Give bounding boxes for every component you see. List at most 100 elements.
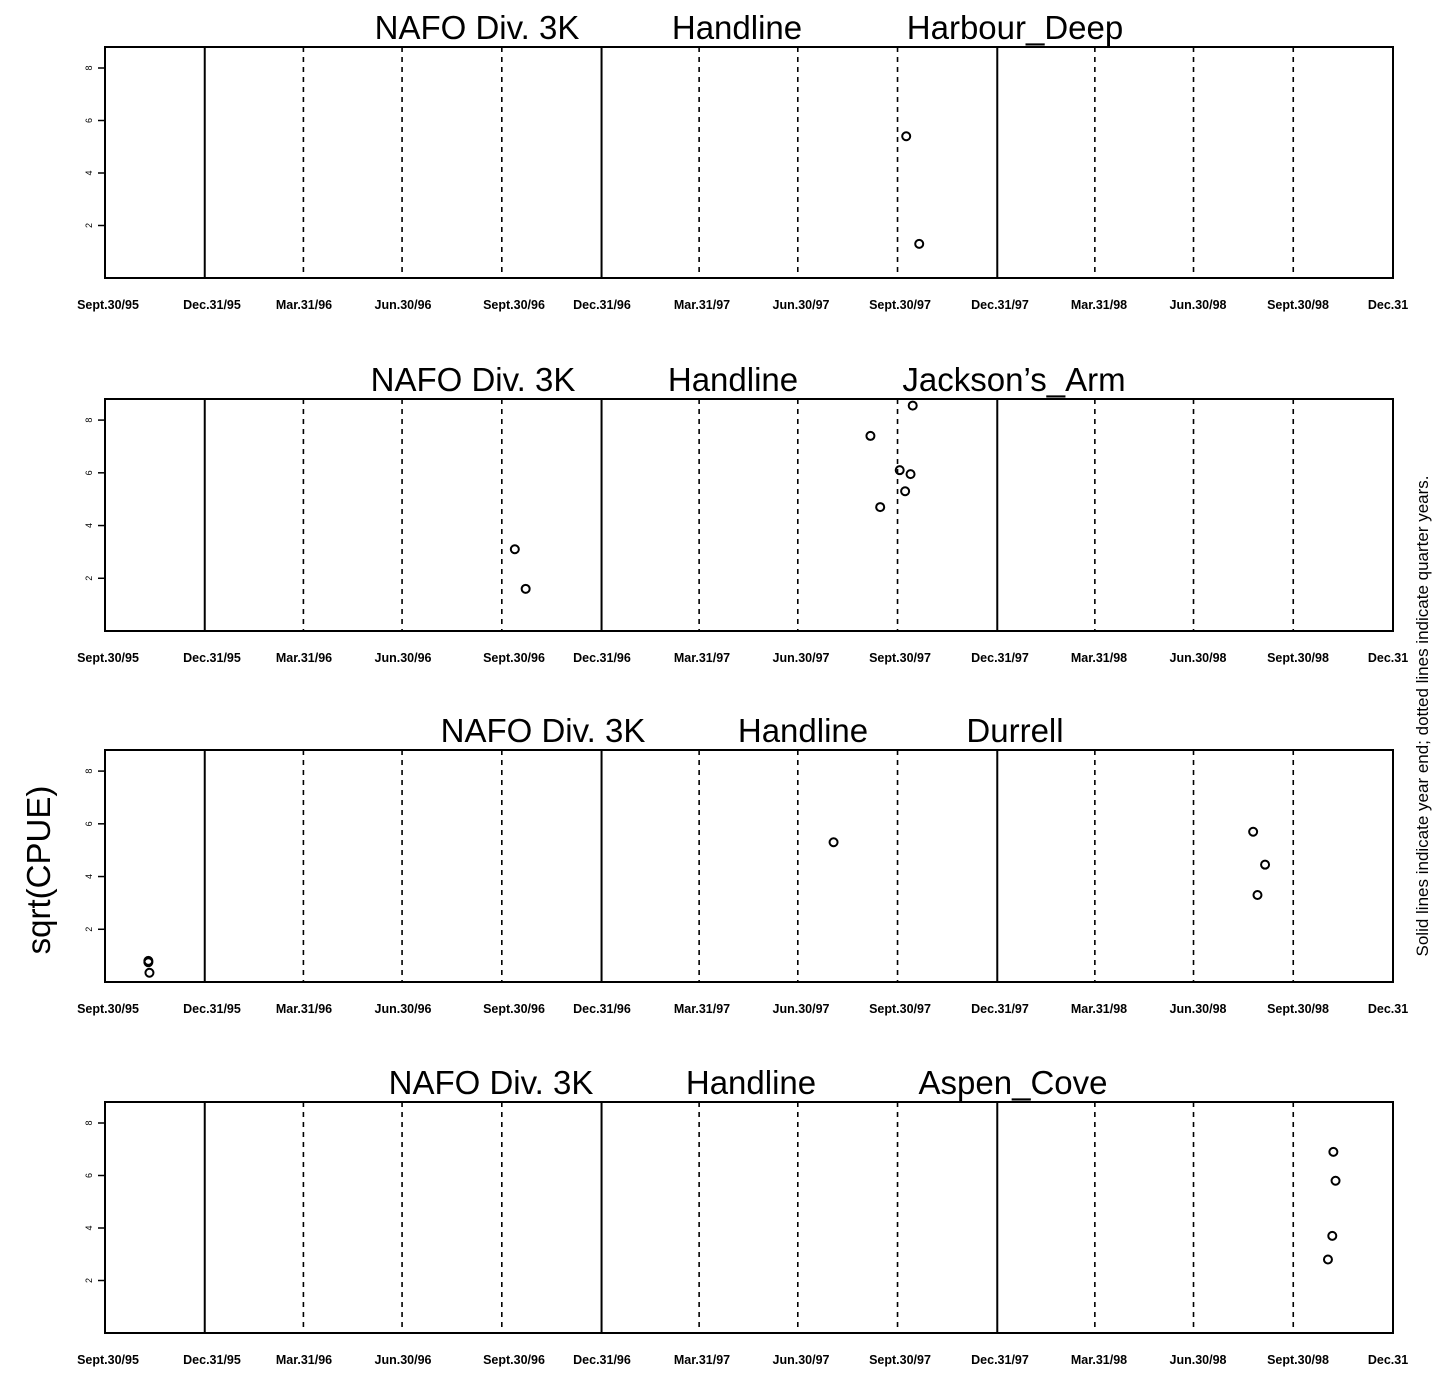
y-tick-label: 4: [84, 523, 94, 528]
y-tick-label: 2: [84, 1278, 94, 1283]
x-tick-label: Mar.31/98: [1071, 1353, 1127, 1367]
data-point: [905, 469, 916, 480]
data-point: [828, 837, 839, 848]
panel-title-part: Jackson’s_Arm: [902, 361, 1125, 398]
x-tick-label: Sept.30/97: [869, 1002, 931, 1016]
panel-title-part: Handline: [672, 9, 802, 46]
panel-frame: [104, 749, 1394, 983]
x-tick-label: Dec.31: [1368, 1353, 1408, 1367]
x-tick-label: Dec.31: [1368, 1002, 1408, 1016]
side-note: Solid lines indicate year end; dotted li…: [1413, 475, 1432, 956]
x-tick-label: Dec.31/95: [183, 1353, 241, 1367]
data-point: [1252, 890, 1263, 900]
x-tick-label: Sept.30/98: [1267, 651, 1329, 665]
data-point: [1260, 859, 1271, 870]
x-tick-label: Sept.30/98: [1267, 1353, 1329, 1367]
y-tick-label: 2: [84, 927, 94, 932]
data-point: [914, 238, 925, 249]
x-tick-label: Jun.30/97: [773, 1353, 830, 1367]
y-tick-label: 8: [84, 65, 94, 70]
y-tick-label: 2: [84, 223, 94, 228]
x-tick-label: Sept.30/98: [1267, 298, 1329, 312]
data-point: [875, 502, 886, 513]
data-point: [907, 400, 918, 411]
x-tick-label: Jun.30/96: [375, 298, 432, 312]
panel-title-part: Handline: [686, 1064, 816, 1101]
x-tick-label: Mar.31/97: [674, 298, 730, 312]
panel-frame: [104, 46, 1394, 279]
data-point: [144, 967, 155, 978]
y-axis-label: sqrt(CPUE): [20, 786, 57, 955]
panel-title-part: Aspen_Cove: [919, 1064, 1108, 1101]
x-tick-label: Jun.30/96: [375, 1002, 432, 1016]
x-tick-label: Mar.31/97: [674, 1002, 730, 1016]
x-tick-label: Sept.30/97: [869, 298, 931, 312]
data-point: [1248, 826, 1259, 837]
panel-title-part: NAFO Div. 3K: [371, 361, 576, 398]
data-point: [143, 955, 154, 966]
y-tick-label: 8: [84, 1120, 94, 1125]
x-tick-label: Mar.31/96: [276, 298, 332, 312]
y-tick-label: 2: [84, 576, 94, 581]
x-tick-label: Dec.31/96: [573, 1353, 631, 1367]
panel-title-part: NAFO Div. 3K: [389, 1064, 594, 1101]
x-tick-label: Mar.31/98: [1071, 298, 1127, 312]
x-tick-label: Dec.31/95: [183, 1002, 241, 1016]
data-point: [1327, 1230, 1338, 1241]
x-tick-label: Sept.30/95: [77, 1353, 139, 1367]
x-tick-label: Dec.31/97: [971, 1353, 1029, 1367]
x-tick-label: Jun.30/96: [375, 1353, 432, 1367]
panel-frame: [104, 398, 1394, 632]
panel-title-part: Handline: [738, 712, 868, 749]
x-tick-label: Jun.30/98: [1170, 298, 1227, 312]
x-tick-label: Dec.31/95: [183, 298, 241, 312]
y-tick-label: 6: [84, 118, 94, 123]
panel-title-part: Durrell: [966, 712, 1063, 749]
x-tick-label: Sept.30/96: [483, 298, 545, 312]
x-tick-label: Dec.31/95: [183, 651, 241, 665]
x-tick-label: Sept.30/95: [77, 651, 139, 665]
x-tick-label: Dec.31: [1368, 651, 1408, 665]
y-tick-label: 6: [84, 470, 94, 475]
x-tick-label: Sept.30/96: [483, 1353, 545, 1367]
x-tick-label: Sept.30/95: [77, 1002, 139, 1016]
x-tick-label: Jun.30/98: [1170, 1353, 1227, 1367]
y-tick-label: 8: [84, 418, 94, 423]
x-tick-label: Dec.31/97: [971, 298, 1029, 312]
panel-title-part: Handline: [668, 361, 798, 398]
x-tick-label: Sept.30/98: [1267, 1002, 1329, 1016]
x-tick-label: Jun.30/97: [773, 298, 830, 312]
data-point: [894, 465, 905, 476]
data-point: [1328, 1146, 1339, 1157]
x-tick-label: Jun.30/98: [1170, 651, 1227, 665]
x-tick-label: Mar.31/98: [1071, 1002, 1127, 1016]
x-tick-label: Jun.30/96: [375, 651, 432, 665]
x-tick-label: Mar.31/96: [276, 651, 332, 665]
data-point: [1322, 1254, 1333, 1265]
x-tick-label: Mar.31/96: [276, 1353, 332, 1367]
panel-title-part: NAFO Div. 3K: [441, 712, 646, 749]
y-tick-label: 4: [84, 170, 94, 175]
x-tick-label: Dec.31/96: [573, 651, 631, 665]
x-tick-label: Sept.30/95: [77, 298, 139, 312]
x-tick-label: Mar.31/96: [276, 1002, 332, 1016]
x-tick-label: Jun.30/98: [1170, 1002, 1227, 1016]
x-tick-label: Mar.31/98: [1071, 651, 1127, 665]
x-tick-label: Dec.31/97: [971, 651, 1029, 665]
data-point: [509, 544, 520, 555]
y-tick-label: 4: [84, 874, 94, 879]
data-point: [900, 486, 911, 497]
data-point: [901, 131, 912, 142]
y-tick-label: 6: [84, 821, 94, 826]
data-point: [520, 583, 531, 594]
x-tick-label: Dec.31/96: [573, 1002, 631, 1016]
x-tick-label: Jun.30/97: [773, 651, 830, 665]
panel-title-part: NAFO Div. 3K: [375, 9, 580, 46]
x-tick-label: Sept.30/97: [869, 651, 931, 665]
panel-title-part: Harbour_Deep: [907, 9, 1123, 46]
x-tick-label: Mar.31/97: [674, 651, 730, 665]
data-point: [865, 430, 876, 441]
y-tick-label: 8: [84, 769, 94, 774]
x-tick-label: Jun.30/97: [773, 1002, 830, 1016]
